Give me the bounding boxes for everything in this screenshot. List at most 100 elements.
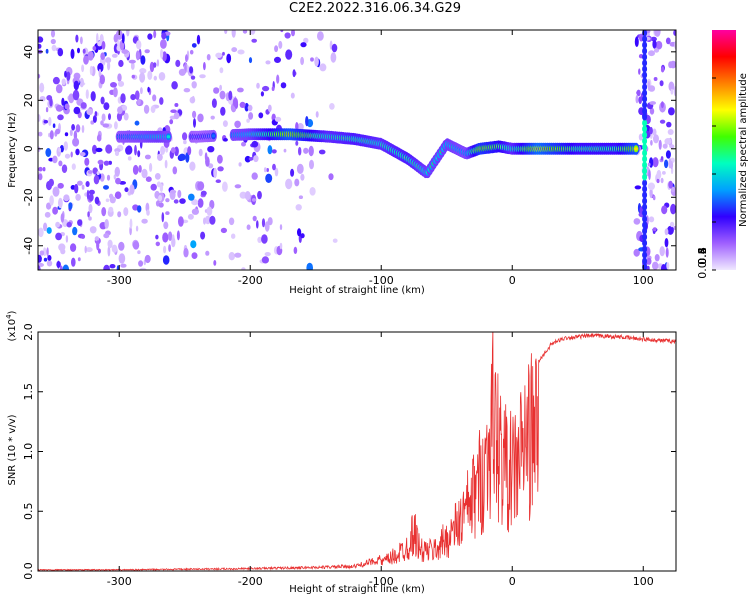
noise-blob <box>219 67 224 74</box>
noise-blob <box>294 178 300 187</box>
spectrogram-noise <box>38 30 676 270</box>
noise-blob <box>187 213 194 220</box>
noise-blob <box>265 60 271 65</box>
noise-blob <box>655 40 663 50</box>
noise-blob <box>126 30 130 37</box>
colorbar-tick-label: 0.2 <box>696 247 709 265</box>
noise-blob <box>247 104 253 112</box>
noise-blob <box>662 171 666 175</box>
noise-blob <box>660 177 664 184</box>
noise-blob <box>204 152 208 161</box>
noise-blob <box>89 226 97 234</box>
noise-blob <box>331 43 338 53</box>
noise-blob <box>220 227 227 234</box>
noise-blob <box>328 173 334 181</box>
noise-blob <box>168 244 172 252</box>
noise-blob <box>633 218 641 225</box>
noise-blob <box>317 31 324 41</box>
noise-blob <box>649 126 653 135</box>
noise-blob <box>111 244 118 253</box>
noise-blob <box>280 30 284 33</box>
noise-blob <box>662 143 668 149</box>
noise-blob <box>132 164 139 175</box>
noise-blob <box>70 243 77 252</box>
noise-blob <box>295 204 302 211</box>
noise-blob <box>300 42 307 48</box>
y-tick-label: 2.0 <box>22 323 35 341</box>
noise-blob <box>642 119 648 127</box>
noise-blob <box>108 160 112 165</box>
noise-blob <box>654 254 660 262</box>
noise-blob <box>177 189 182 199</box>
noise-blob <box>673 225 676 231</box>
noise-blob <box>38 146 41 153</box>
noise-blob <box>239 101 246 108</box>
noise-blob <box>87 170 93 174</box>
noise-blob <box>138 165 142 173</box>
noise-blob <box>297 228 302 237</box>
spectrogram-y-ticks: -40 -20 0 20 40 <box>22 45 676 255</box>
snr-x-axis-label: Height of straight line (km) <box>289 584 425 595</box>
noise-blob <box>642 185 648 193</box>
x-tick-label: 100 <box>633 575 654 588</box>
noise-blob <box>292 69 296 78</box>
noise-blob <box>670 167 674 174</box>
noise-blob <box>43 119 48 124</box>
noise-blob <box>80 36 83 45</box>
noise-blob <box>103 233 110 239</box>
noise-blob <box>197 198 204 208</box>
noise-blob <box>131 74 135 79</box>
noise-blob <box>108 113 111 121</box>
noise-blob <box>92 167 98 175</box>
noise-blob <box>125 145 133 155</box>
noise-blob <box>47 255 52 261</box>
noise-blob <box>155 241 160 247</box>
snr-y-ticks: 0.0 0.5 1.0 1.5 2.0 <box>22 323 676 580</box>
noise-blob <box>293 246 298 254</box>
colorbar-label: Normalized spectral amplitude <box>738 73 749 227</box>
noise-blob <box>97 248 101 254</box>
noise-blob <box>52 155 58 164</box>
noise-blob <box>75 124 81 133</box>
noise-blob <box>64 70 67 78</box>
noise-blob <box>159 183 164 192</box>
noise-blob <box>80 102 87 109</box>
noise-blob <box>96 33 99 44</box>
noise-blob <box>121 33 125 44</box>
noise-blob <box>222 120 228 127</box>
noise-blob <box>670 88 674 95</box>
noise-blob <box>96 171 100 176</box>
x-tick-label: -200 <box>238 274 263 287</box>
noise-blob <box>49 130 54 140</box>
noise-blob <box>52 76 60 85</box>
noise-blob <box>191 199 199 206</box>
spectrogram-x-ticks: -300 -200 -100 0 100 <box>107 30 654 287</box>
noise-blob <box>147 86 150 93</box>
noise-blob <box>642 251 648 259</box>
noise-blob <box>150 183 157 191</box>
noise-blob <box>43 257 48 262</box>
noise-blob <box>136 40 142 50</box>
noise-blob <box>135 225 139 232</box>
noise-blob <box>183 139 187 145</box>
y-tick-label: 1.5 <box>22 383 35 401</box>
noise-blob <box>192 110 197 119</box>
noise-blob <box>209 199 215 210</box>
noise-blob <box>75 148 80 156</box>
noise-blob <box>272 163 276 171</box>
noise-blob <box>220 106 226 116</box>
noise-blob <box>153 75 157 81</box>
noise-blob <box>673 86 676 97</box>
noise-blob <box>668 180 673 189</box>
noise-blob <box>205 250 210 256</box>
noise-blob <box>219 90 226 100</box>
noise-blob <box>101 40 106 50</box>
noise-blob <box>633 248 640 257</box>
noise-blob <box>84 157 90 166</box>
noise-blob <box>165 211 170 216</box>
noise-blob <box>87 211 90 218</box>
noise-blob <box>285 49 293 60</box>
noise-blob <box>114 191 122 199</box>
noise-blob <box>191 252 198 259</box>
